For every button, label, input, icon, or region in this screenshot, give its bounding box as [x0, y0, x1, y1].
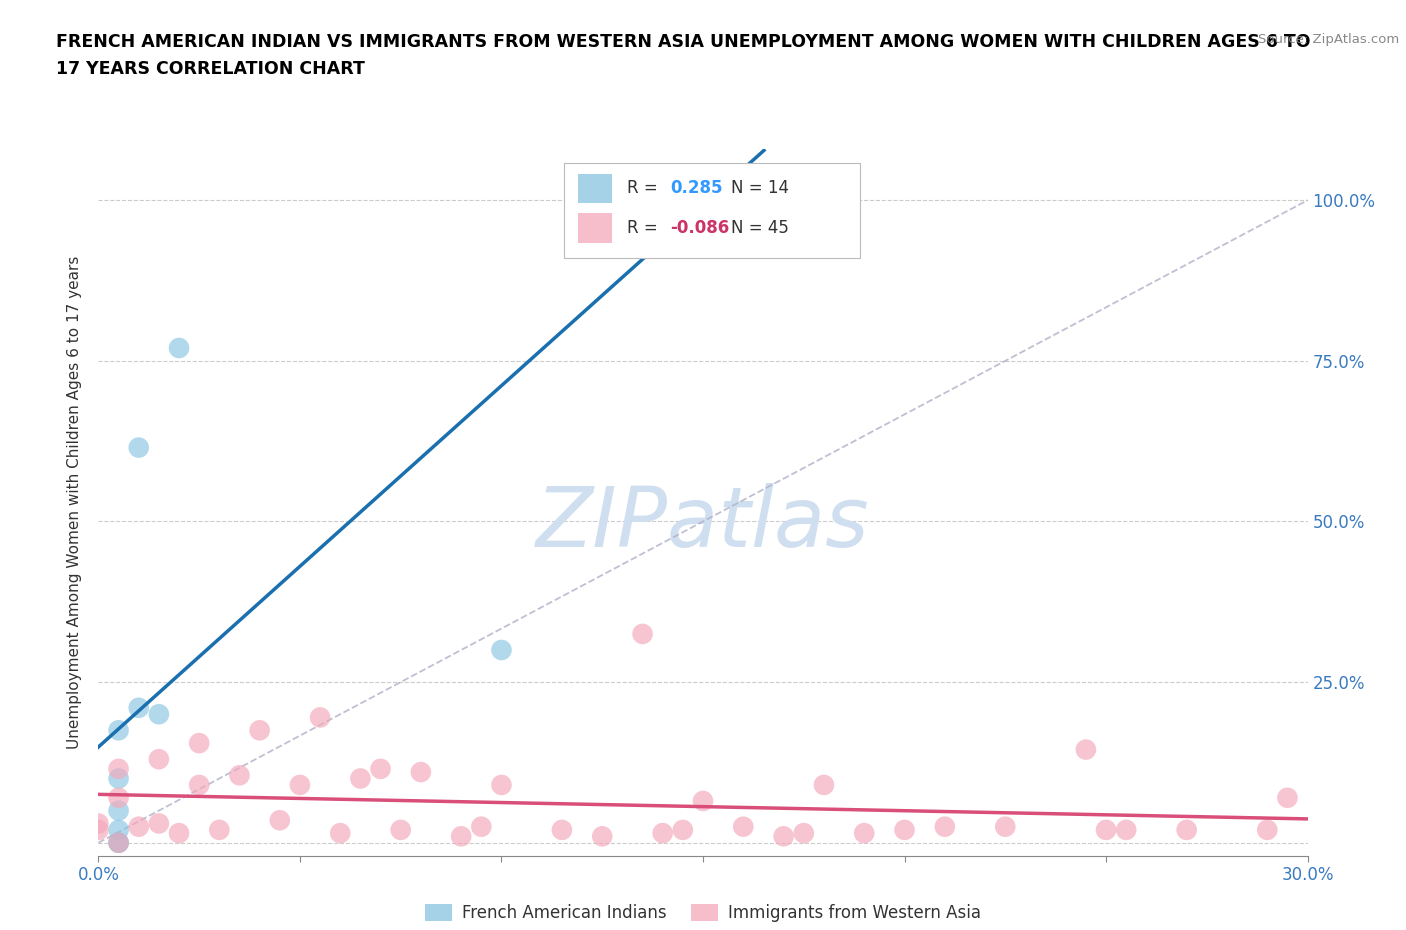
Text: N = 45: N = 45: [731, 219, 789, 237]
Point: [813, 777, 835, 792]
Point: [107, 822, 129, 837]
Point: [107, 771, 129, 786]
Point: [107, 804, 129, 818]
Point: [651, 826, 673, 841]
FancyBboxPatch shape: [578, 174, 613, 204]
Point: [288, 777, 311, 792]
Point: [87, 822, 110, 837]
Point: [470, 819, 492, 834]
Point: [107, 835, 129, 850]
Point: [188, 736, 211, 751]
Point: [1095, 822, 1118, 837]
Point: [228, 768, 250, 783]
Text: 17 YEARS CORRELATION CHART: 17 YEARS CORRELATION CHART: [56, 60, 366, 78]
Point: [772, 829, 794, 844]
Text: FRENCH AMERICAN INDIAN VS IMMIGRANTS FROM WESTERN ASIA UNEMPLOYMENT AMONG WOMEN : FRENCH AMERICAN INDIAN VS IMMIGRANTS FRO…: [56, 33, 1310, 50]
Point: [107, 762, 129, 777]
Point: [389, 822, 412, 837]
Point: [692, 793, 714, 808]
Point: [1175, 822, 1198, 837]
FancyBboxPatch shape: [564, 163, 860, 259]
Point: [672, 822, 695, 837]
Text: 0.285: 0.285: [671, 179, 723, 197]
Text: ZIPatlas: ZIPatlas: [536, 483, 870, 564]
Point: [329, 826, 352, 841]
Text: Source: ZipAtlas.com: Source: ZipAtlas.com: [1258, 33, 1399, 46]
Point: [409, 764, 432, 779]
Point: [934, 819, 956, 834]
Point: [370, 762, 392, 777]
Point: [128, 440, 150, 455]
Point: [167, 826, 190, 841]
FancyBboxPatch shape: [578, 213, 613, 243]
Point: [107, 835, 129, 850]
Point: [631, 193, 654, 207]
Point: [733, 819, 755, 834]
Point: [107, 723, 129, 737]
Point: [269, 813, 291, 828]
Point: [107, 790, 129, 805]
Point: [491, 643, 513, 658]
Point: [591, 193, 613, 207]
Point: [349, 771, 371, 786]
Point: [994, 819, 1017, 834]
Point: [208, 822, 231, 837]
Point: [148, 707, 170, 722]
Point: [1277, 790, 1299, 805]
Point: [591, 829, 613, 844]
Text: N = 14: N = 14: [731, 179, 789, 197]
Point: [793, 826, 815, 841]
Point: [491, 777, 513, 792]
Point: [631, 627, 654, 642]
Point: [148, 816, 170, 830]
Point: [853, 826, 876, 841]
Y-axis label: Unemployment Among Women with Children Ages 6 to 17 years: Unemployment Among Women with Children A…: [67, 256, 83, 749]
Point: [309, 710, 332, 724]
Point: [249, 723, 271, 737]
Point: [450, 829, 472, 844]
Point: [1074, 742, 1097, 757]
Point: [128, 819, 150, 834]
Point: [148, 751, 170, 766]
Point: [128, 700, 150, 715]
Point: [188, 777, 211, 792]
Point: [167, 340, 190, 355]
Text: R =: R =: [627, 219, 662, 237]
Point: [1256, 822, 1278, 837]
Text: R =: R =: [627, 179, 662, 197]
Legend: French American Indians, Immigrants from Western Asia: French American Indians, Immigrants from…: [419, 897, 987, 928]
Text: -0.086: -0.086: [671, 219, 730, 237]
Point: [107, 835, 129, 850]
Point: [1115, 822, 1137, 837]
Point: [87, 816, 110, 830]
Point: [551, 822, 574, 837]
Point: [893, 822, 915, 837]
